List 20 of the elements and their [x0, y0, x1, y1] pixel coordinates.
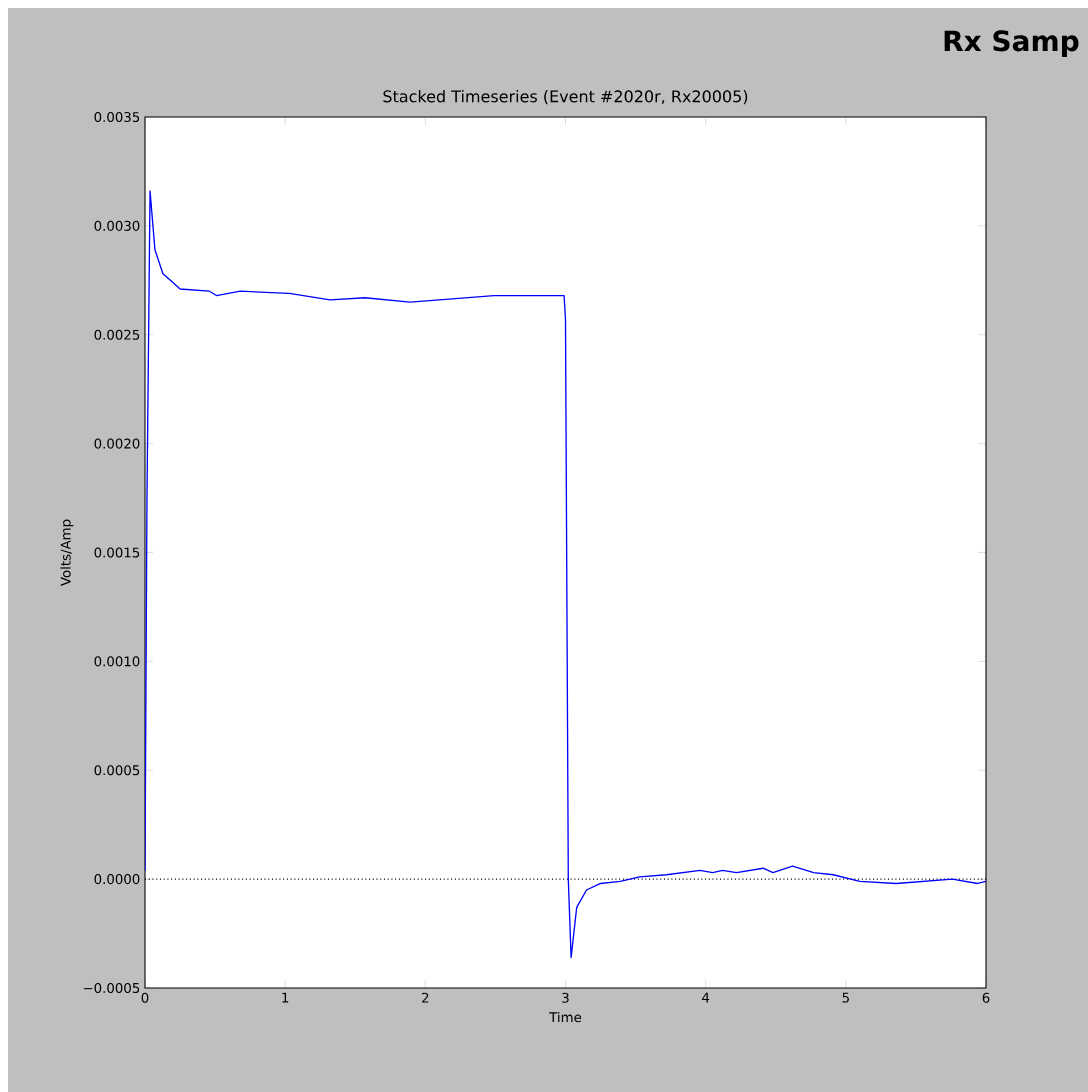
y-tick-label: 0.0005	[94, 765, 140, 776]
y-tick-label: 0.0030	[94, 220, 140, 231]
y-tick-label: 0.0000	[94, 874, 140, 885]
y-tick-label: 0.0010	[94, 656, 140, 667]
chart-title: Stacked Timeseries (Event #2020r, Rx20005)	[383, 90, 748, 105]
text: Rx Samp	[944, 30, 1079, 57]
y-tick-label: 0.0025	[94, 329, 140, 340]
x-tick-label: 0	[141, 992, 149, 1003]
x-tick-label: 3	[562, 992, 569, 1003]
x-axis-title: Time	[549, 1011, 582, 1023]
x-tick-label: 2	[422, 992, 429, 1003]
x-tick-label: 4	[702, 992, 710, 1003]
y-tick-label: 0.0035	[94, 111, 140, 123]
y-axis-title: Volts/Amp	[60, 519, 74, 586]
y-tick-label: 0.0015	[94, 547, 140, 558]
x-tick-label: 6	[982, 992, 990, 1003]
y-tick-label: −0.0005	[83, 982, 140, 994]
x-tick-label: 1	[282, 992, 289, 1003]
y-tick-label: 0.0020	[94, 438, 140, 449]
x-tick-label: 5	[842, 992, 849, 1003]
